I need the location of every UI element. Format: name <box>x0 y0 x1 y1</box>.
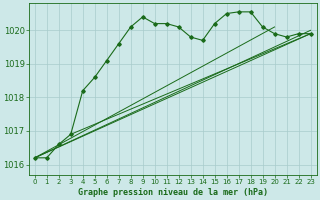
X-axis label: Graphe pression niveau de la mer (hPa): Graphe pression niveau de la mer (hPa) <box>78 188 268 197</box>
